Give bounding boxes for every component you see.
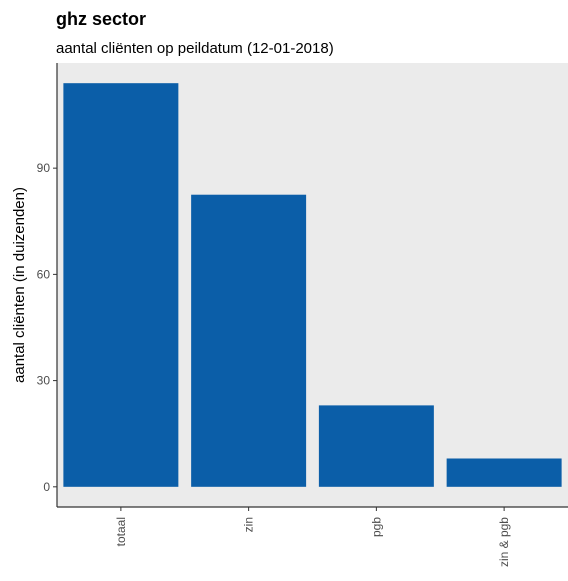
chart-subtitle: aantal cliënten op peildatum (12-01-2018…: [56, 40, 334, 57]
bars: [63, 83, 562, 487]
x-tick-label: zin: [242, 517, 256, 532]
y-axis-title: aantal cliënten (in duizenden): [11, 187, 28, 383]
bar-zin-pgb: [446, 458, 562, 487]
bar-totaal: [63, 83, 179, 487]
y-tick-label: 0: [43, 480, 50, 494]
chart-title: ghz sector: [56, 9, 146, 29]
y-ticks: 0 30 60 90: [37, 161, 57, 494]
y-tick-label: 90: [37, 161, 51, 175]
x-tick-label: zin & pgb: [497, 517, 511, 567]
x-tick-label: totaal: [114, 517, 128, 546]
x-ticks: totaal zin pgb zin & pgb: [114, 507, 511, 567]
bar-pgb: [318, 405, 434, 487]
bar-zin: [191, 194, 307, 487]
y-tick-label: 30: [37, 374, 51, 388]
x-tick-label: pgb: [369, 517, 383, 537]
y-tick-label: 60: [37, 267, 51, 281]
